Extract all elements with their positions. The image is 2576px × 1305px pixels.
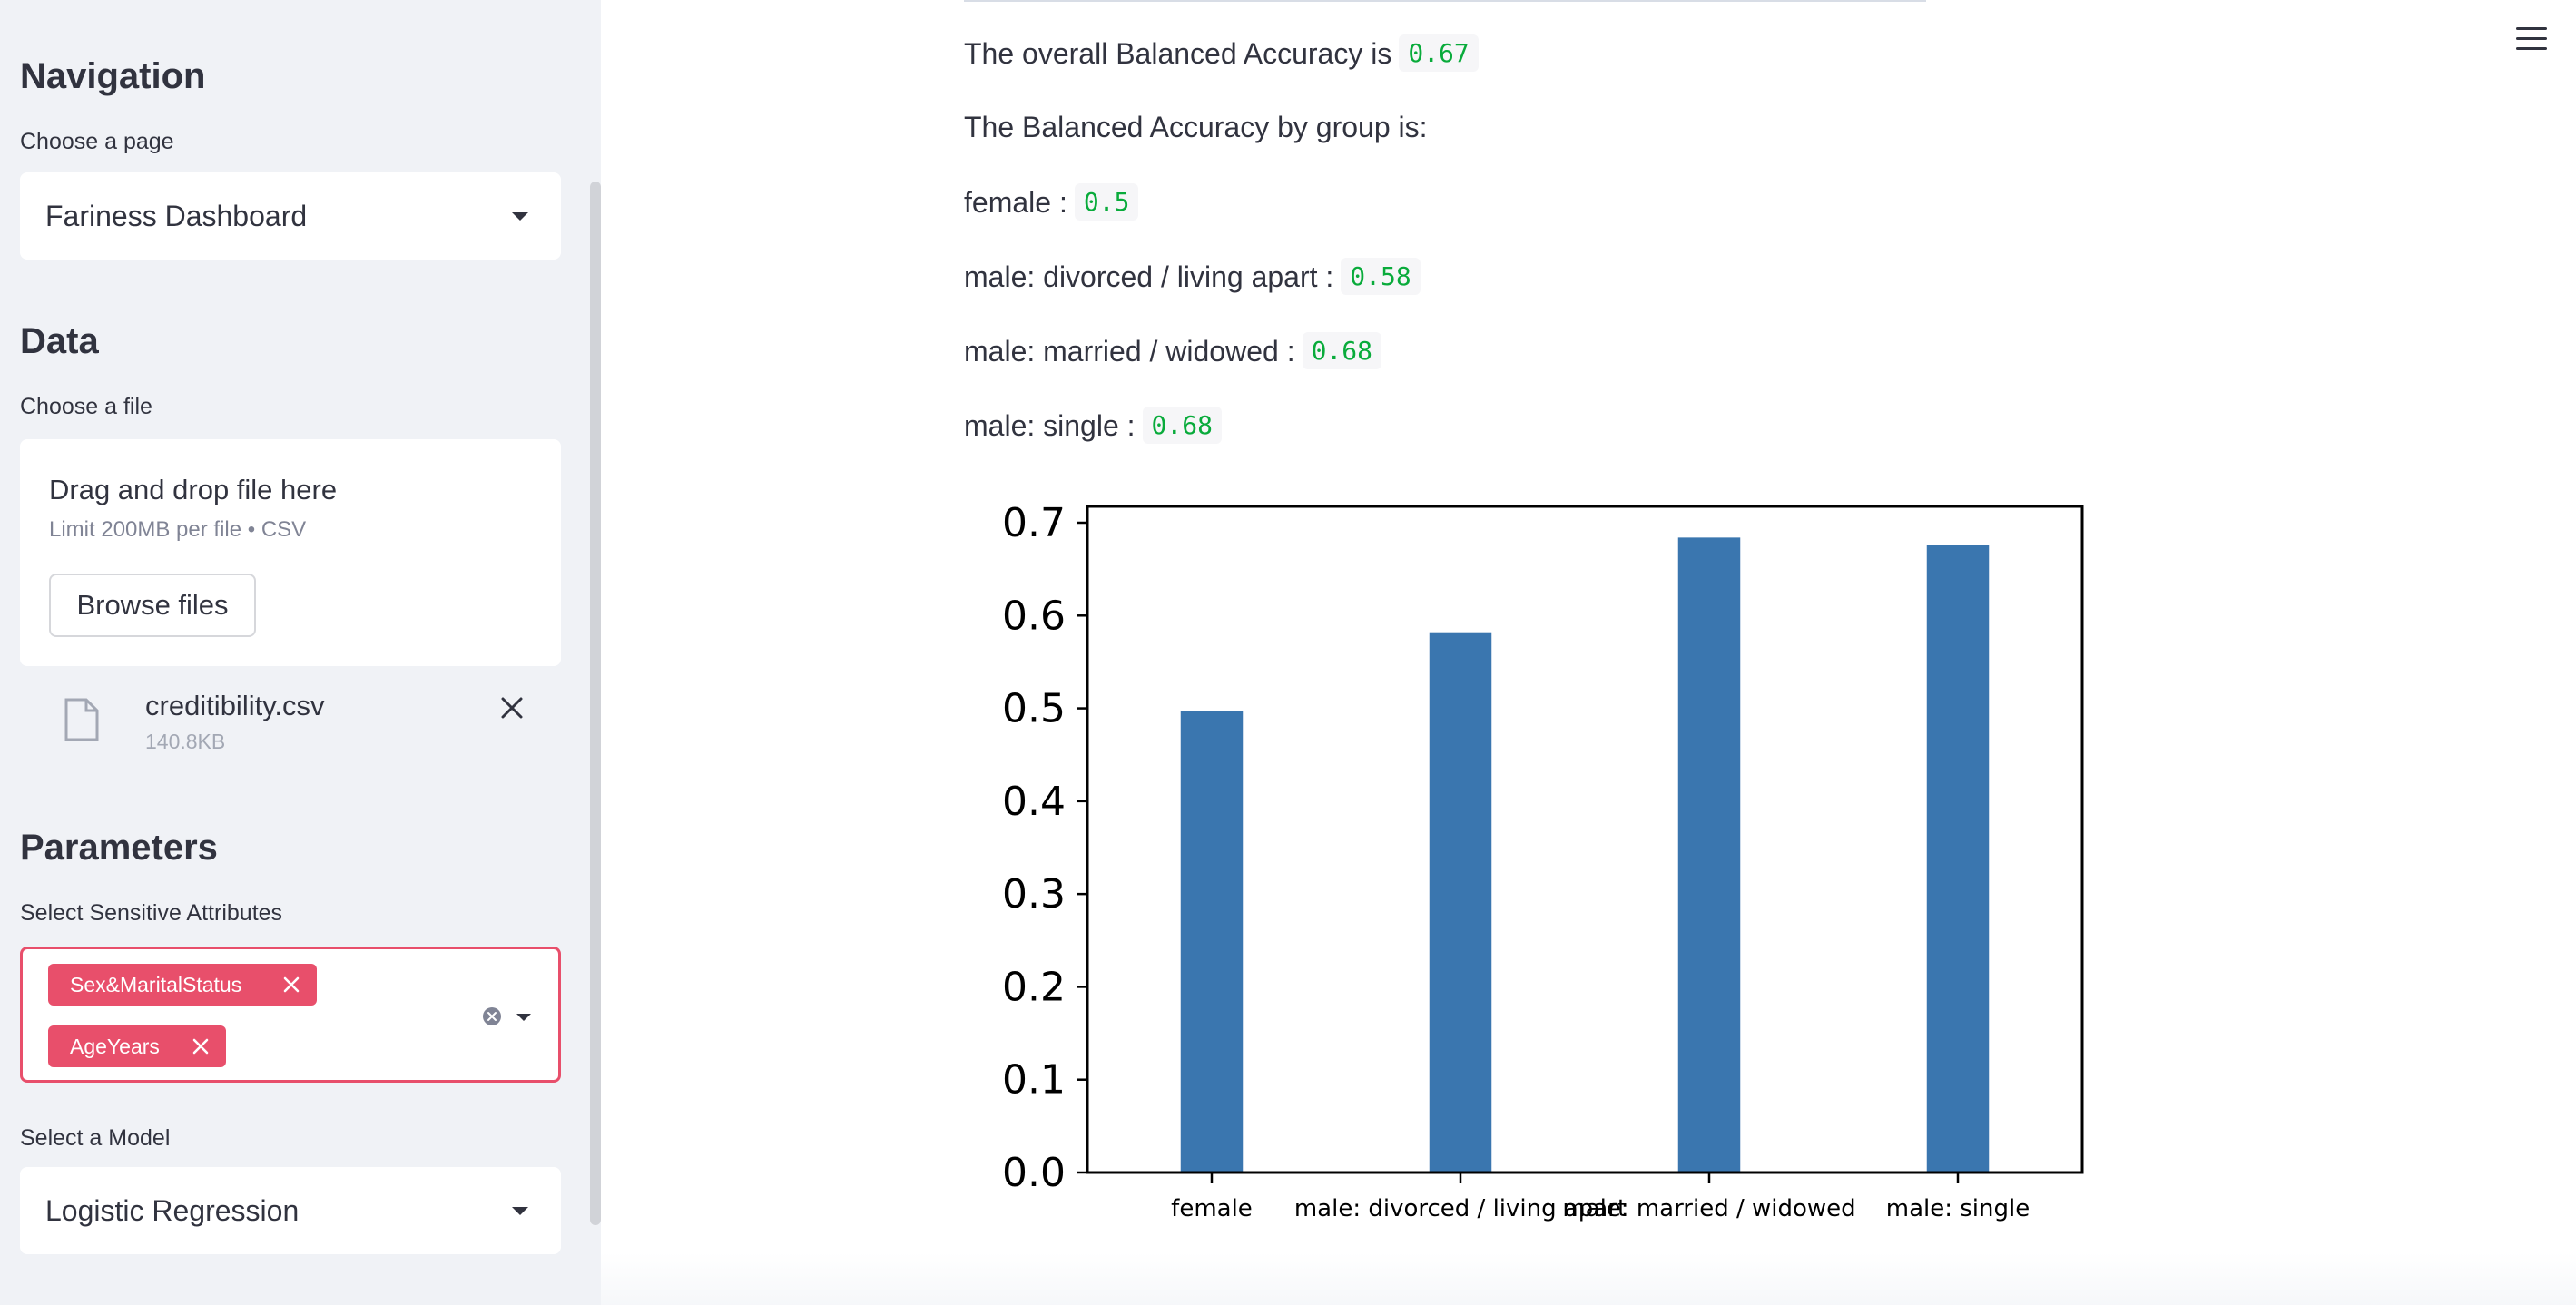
menu-icon[interactable] — [2516, 27, 2547, 54]
sidebar: Navigation Choose a page Fariness Dashbo… — [0, 0, 601, 1305]
page-select[interactable]: Fariness Dashboard — [20, 172, 561, 260]
y-tick-label: 0.1 — [1002, 1057, 1066, 1104]
divider — [964, 0, 1926, 2]
x-tick-label: female — [1171, 1195, 1253, 1222]
overall-accuracy-value: 0.67 — [1399, 34, 1479, 72]
chevron-down-icon — [512, 1207, 528, 1215]
chart-bar — [1429, 632, 1492, 1173]
x-tick-label: male: single — [1886, 1195, 2030, 1222]
choose-page-label: Choose a page — [20, 129, 174, 154]
group-value: 0.68 — [1302, 332, 1382, 369]
navigation-heading: Navigation — [20, 56, 206, 96]
x-tick-label: male: married / widowed — [1562, 1195, 1855, 1222]
select-model-label: Select a Model — [20, 1125, 171, 1151]
y-tick-label: 0.3 — [1002, 871, 1066, 917]
dropzone-title: Drag and drop file here — [49, 474, 338, 505]
chart-bar — [1926, 545, 1990, 1173]
overall-accuracy-line: The overall Balanced Accuracy is 0.67 — [964, 34, 1479, 72]
file-dropzone[interactable]: Drag and drop file here Limit 200MB per … — [20, 439, 561, 666]
balanced-accuracy-bar-chart: female male: divorced / living apartmale:… — [1002, 500, 2084, 1222]
clear-all-icon[interactable] — [482, 1006, 502, 1026]
group-value: 0.58 — [1341, 258, 1421, 295]
model-select-value: Logistic Regression — [45, 1194, 300, 1227]
plot-frame — [1086, 505, 2084, 1174]
chevron-down-icon[interactable] — [516, 1014, 531, 1021]
file-icon — [64, 698, 99, 741]
by-group-heading: The Balanced Accuracy by group is: — [964, 111, 1428, 143]
y-tick-label: 0.4 — [1002, 779, 1066, 825]
sidebar-scrollbar[interactable] — [590, 182, 601, 1225]
close-icon[interactable] — [496, 692, 528, 724]
bottom-fade — [601, 1252, 2576, 1305]
chart-bar — [1180, 711, 1244, 1173]
parameters-heading: Parameters — [20, 828, 218, 868]
page-select-value: Fariness Dashboard — [45, 200, 308, 232]
group-value: 0.5 — [1074, 183, 1139, 221]
remove-tag-icon[interactable] — [190, 1035, 211, 1057]
attribute-tag: AgeYears — [48, 1025, 226, 1067]
sensitive-attributes-label: Select Sensitive Attributes — [20, 900, 283, 926]
data-heading: Data — [20, 321, 99, 361]
uploaded-file: creditibility.csv 140.8KB — [20, 679, 561, 770]
group-line: male: divorced / living apart :0.58 — [964, 258, 1421, 295]
x-tick-label: male: divorced / living apart — [1294, 1195, 1627, 1222]
y-tick-label: 0.5 — [1002, 686, 1066, 732]
y-tick-label: 0.0 — [1002, 1150, 1066, 1196]
group-line: male: single :0.68 — [964, 407, 1222, 444]
remove-tag-icon[interactable] — [280, 974, 302, 996]
y-tick-label: 0.7 — [1002, 500, 1066, 546]
y-tick-label: 0.6 — [1002, 593, 1066, 639]
chart-bar — [1677, 537, 1741, 1173]
file-size: 140.8KB — [145, 730, 226, 753]
group-value: 0.68 — [1142, 407, 1222, 444]
group-line: female :0.5 — [964, 183, 1139, 221]
file-name: creditibility.csv — [145, 690, 325, 721]
group-line: male: married / widowed :0.68 — [964, 332, 1382, 369]
browse-files-button[interactable]: Browse files — [49, 574, 256, 637]
model-select[interactable]: Logistic Regression — [20, 1167, 561, 1254]
attribute-tag: Sex&MaritalStatus — [48, 964, 317, 1006]
chevron-down-icon — [512, 212, 528, 221]
y-tick-label: 0.2 — [1002, 964, 1066, 1010]
sensitive-attributes-multiselect[interactable]: Sex&MaritalStatus AgeYears — [20, 947, 561, 1083]
main-content: The overall Balanced Accuracy is 0.67 The… — [601, 0, 2576, 1305]
choose-file-label: Choose a file — [20, 394, 152, 419]
dropzone-limit: Limit 200MB per file • CSV — [49, 517, 307, 542]
